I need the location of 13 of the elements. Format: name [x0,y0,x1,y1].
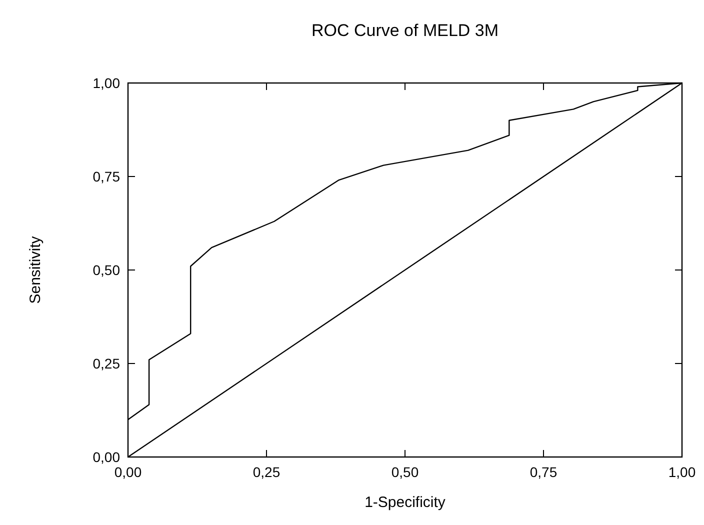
y-tick-label: 0,50 [92,262,120,278]
y-tick-label: 1,00 [92,75,120,91]
x-tick-label: 0,50 [391,464,419,480]
x-axis-title: 1-Specificity [364,494,446,511]
y-axis-title: Sensitivity [27,236,44,304]
chart-title: ROC Curve of MELD 3M [311,21,499,40]
y-tick-label: 0,00 [92,449,120,465]
x-tick-label: 0,00 [114,464,142,480]
x-tick-label: 1,00 [668,464,696,480]
y-tick-label: 0,75 [92,168,120,184]
y-tick-label: 0,25 [92,356,120,372]
x-tick-label: 0,25 [252,464,280,480]
x-tick-label: 0,75 [530,464,558,480]
